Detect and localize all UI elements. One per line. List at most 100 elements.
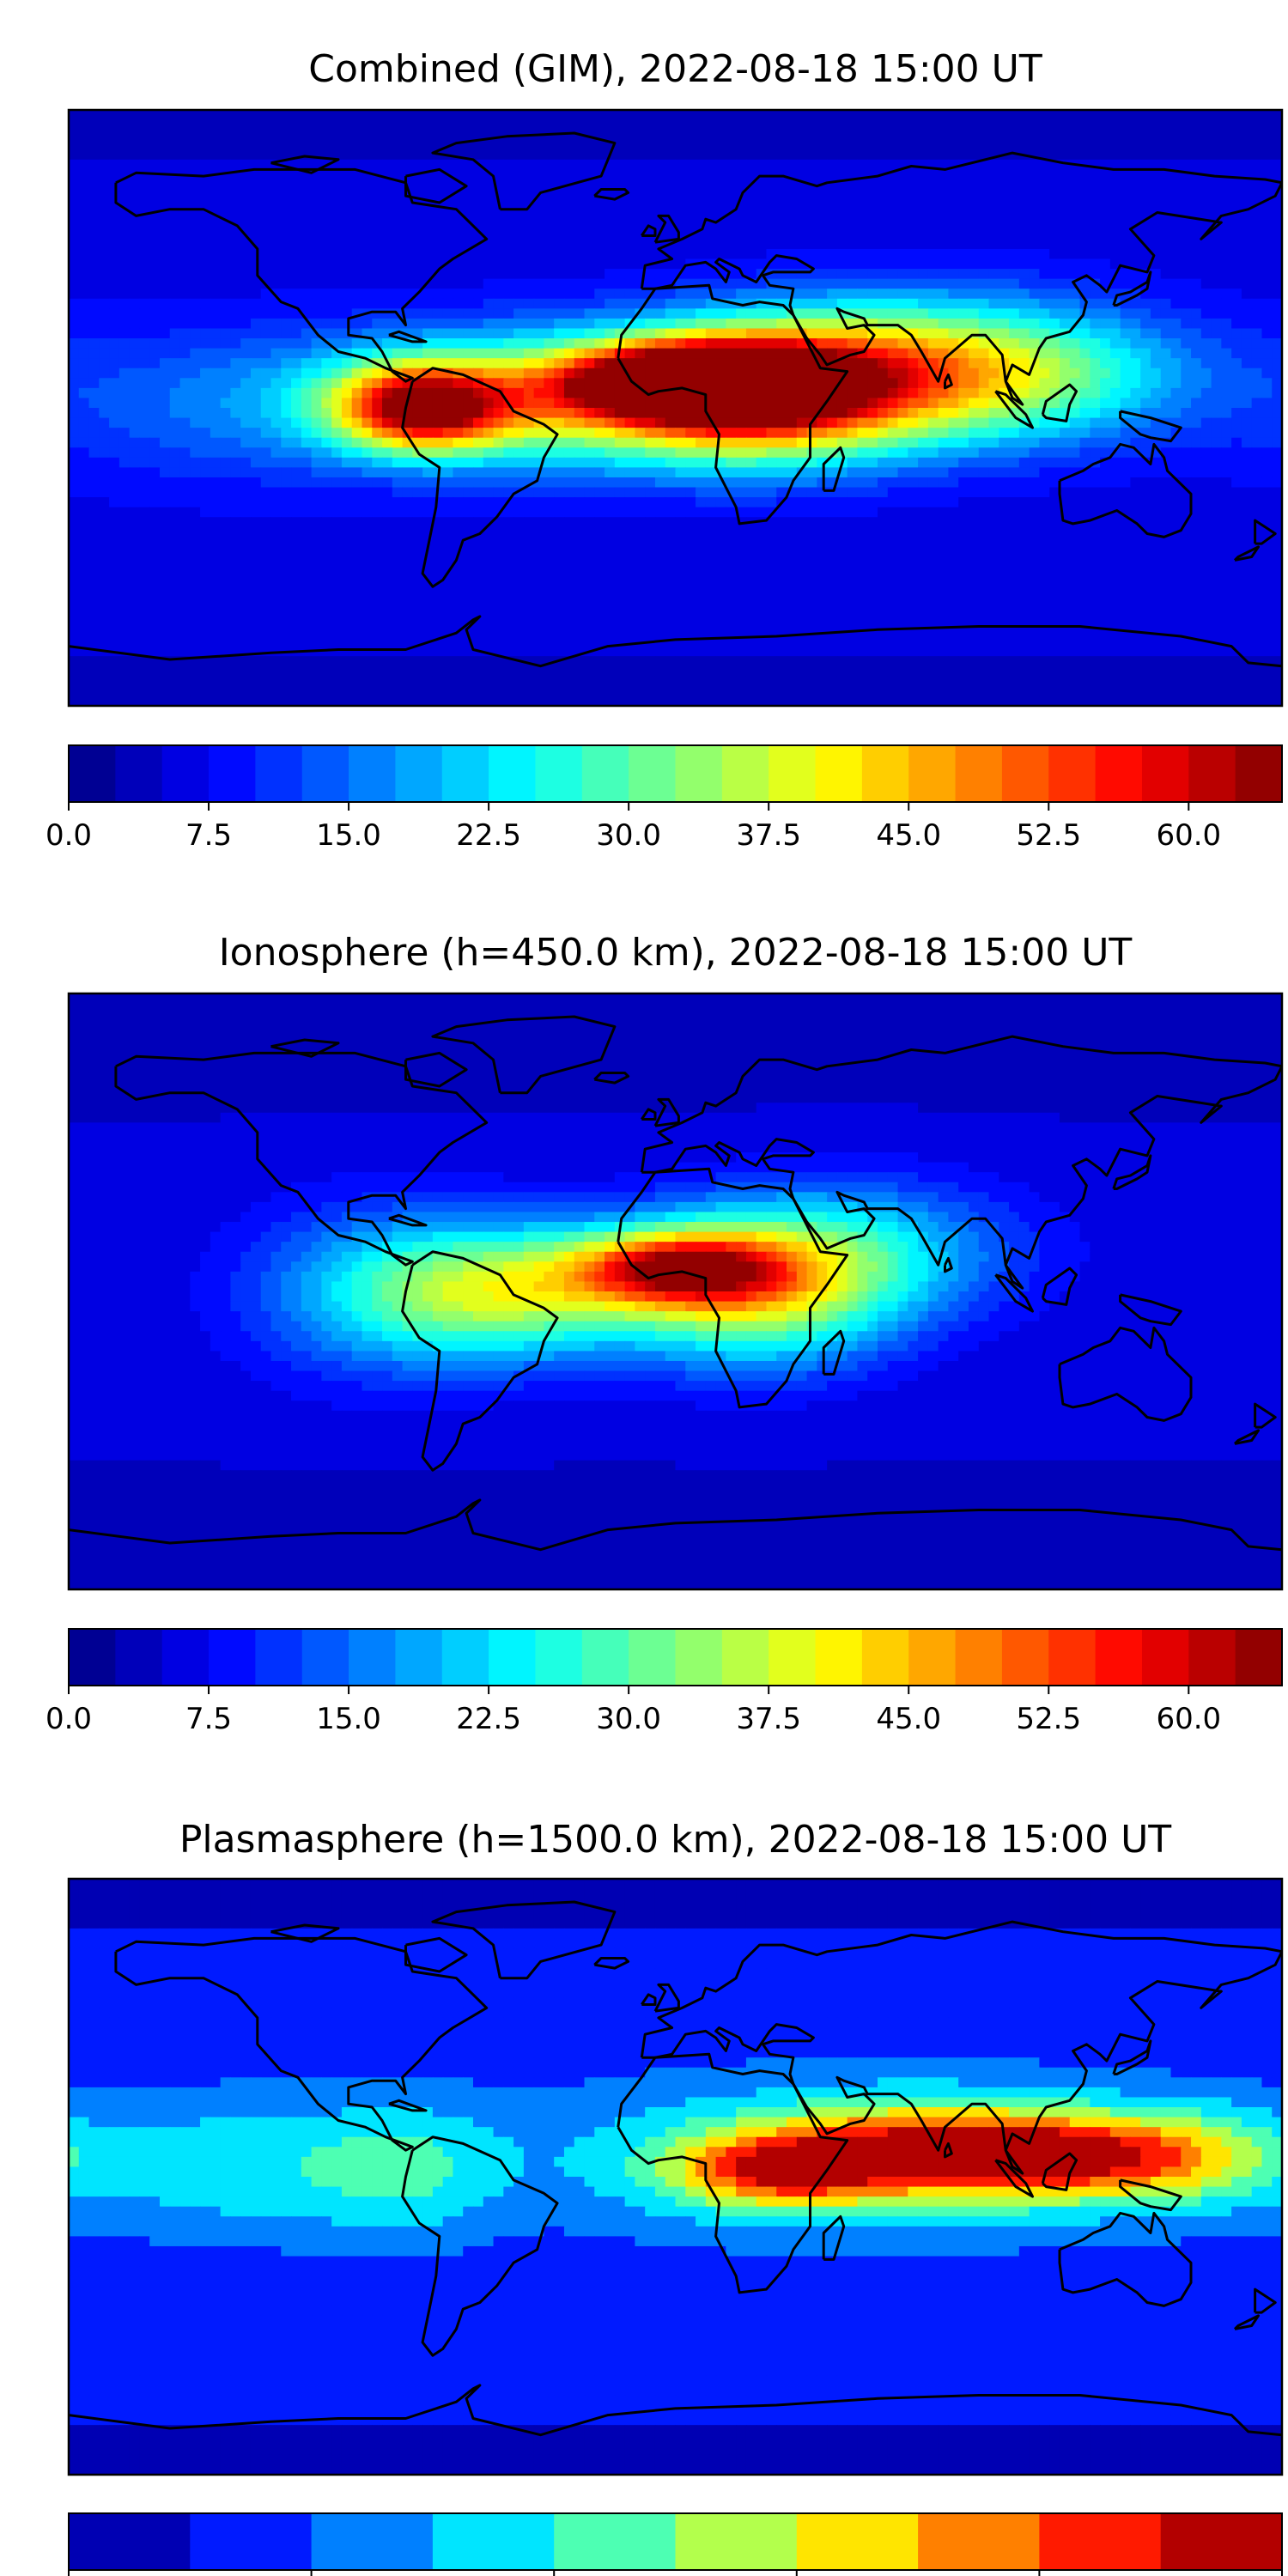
- contour-cell: [1130, 298, 1141, 309]
- contour-cell: [250, 298, 262, 309]
- contour-cell: [776, 130, 787, 141]
- contour-cell: [847, 497, 859, 508]
- contour-cell: [857, 467, 868, 478]
- contour-cell: [533, 408, 545, 419]
- contour-cell: [1272, 169, 1282, 180]
- contour-cell: [1049, 248, 1060, 260]
- contour-cell: [78, 139, 90, 150]
- contour-cell: [493, 169, 504, 180]
- contour-cell: [847, 179, 859, 191]
- contour-cell: [1069, 139, 1081, 150]
- contour-cell: [331, 248, 343, 260]
- contour-cell: [69, 517, 80, 528]
- contour-cell: [827, 248, 838, 260]
- contour-cell: [270, 318, 282, 330]
- contour-cell: [260, 358, 272, 369]
- contour-cell: [169, 348, 181, 359]
- contour-cell: [1191, 328, 1202, 339]
- contour-cell: [169, 318, 181, 330]
- contour-cell: [796, 517, 808, 528]
- contour-cell: [715, 110, 726, 121]
- contour-cell: [554, 487, 565, 498]
- contour-cell: [372, 308, 383, 319]
- contour-cell: [1090, 408, 1101, 419]
- contour-cell: [1069, 289, 1081, 300]
- contour-cell: [544, 219, 555, 230]
- contour-cell: [1079, 318, 1091, 330]
- contour-cell: [351, 149, 363, 161]
- contour-cell: [432, 130, 444, 141]
- contour-cell: [1018, 209, 1030, 220]
- contour-cell: [1170, 248, 1182, 260]
- contour-cell: [109, 289, 120, 300]
- contour-cell: [897, 110, 908, 121]
- contour-cell: [958, 408, 969, 419]
- contour-cell: [1272, 139, 1282, 150]
- contour-cell: [210, 328, 222, 339]
- contour-cell: [503, 338, 514, 349]
- contour-cell: [988, 408, 999, 419]
- contour-cell: [1049, 308, 1060, 319]
- contour-cell: [1049, 289, 1060, 300]
- contour-cell: [654, 467, 666, 478]
- contour-cell: [584, 298, 595, 309]
- contour-cell: [897, 437, 908, 448]
- contour-cell: [230, 328, 241, 339]
- contour-cell: [159, 408, 171, 419]
- contour-cell: [382, 209, 393, 220]
- contour-cell: [817, 437, 828, 448]
- contour-cell: [988, 497, 999, 508]
- contour-cell: [665, 298, 677, 309]
- contour-cell: [847, 149, 859, 161]
- contour-cell: [240, 139, 252, 150]
- contour-cell: [766, 467, 777, 478]
- contour-cell: [1200, 398, 1212, 409]
- contour-cell: [118, 139, 131, 150]
- contour-cell: [908, 248, 919, 260]
- contour-cell: [1140, 318, 1151, 330]
- contour-cell: [736, 467, 747, 478]
- contour-cell: [260, 477, 272, 489]
- contour-cell: [574, 228, 586, 240]
- contour-cell: [523, 517, 535, 528]
- contour-cell: [948, 368, 959, 379]
- contour-cell: [473, 278, 484, 289]
- contour-cell: [878, 487, 889, 498]
- contour-cell: [210, 298, 222, 309]
- contour-cell: [675, 318, 686, 330]
- contour-cell: [412, 387, 423, 399]
- contour-cell: [432, 447, 444, 459]
- contour-cell: [776, 228, 787, 240]
- contour-cell: [382, 457, 393, 468]
- contour-cell: [513, 248, 525, 260]
- contour-cell: [1029, 278, 1041, 289]
- contour-cell: [1160, 130, 1172, 141]
- contour-cell: [1251, 130, 1263, 141]
- contour-cell: [574, 278, 586, 289]
- contour-cell: [392, 487, 404, 498]
- contour-cell: [372, 278, 383, 289]
- contour-cell: [361, 119, 373, 131]
- contour-cell: [493, 487, 504, 498]
- contour-cell: [109, 417, 120, 428]
- contour-cell: [331, 487, 343, 498]
- contour-cell: [149, 298, 161, 309]
- contour-cell: [432, 239, 444, 250]
- contour-cell: [1261, 368, 1273, 379]
- contour-cell: [260, 447, 272, 459]
- contour-cell: [756, 387, 768, 399]
- contour-cell: [897, 487, 908, 498]
- contour-cell: [1049, 258, 1060, 270]
- contour-cell: [230, 368, 241, 379]
- contour-cell: [281, 308, 292, 319]
- contour-cell: [836, 497, 848, 508]
- contour-cell: [1181, 139, 1192, 150]
- contour-cell: [260, 209, 272, 220]
- contour-cell: [1009, 228, 1020, 240]
- contour-cell: [493, 517, 504, 528]
- contour-cell: [240, 378, 252, 389]
- contour-cell: [442, 228, 454, 240]
- contour-cell: [523, 179, 535, 191]
- contour-cell: [1090, 368, 1101, 379]
- contour-cell: [908, 130, 919, 141]
